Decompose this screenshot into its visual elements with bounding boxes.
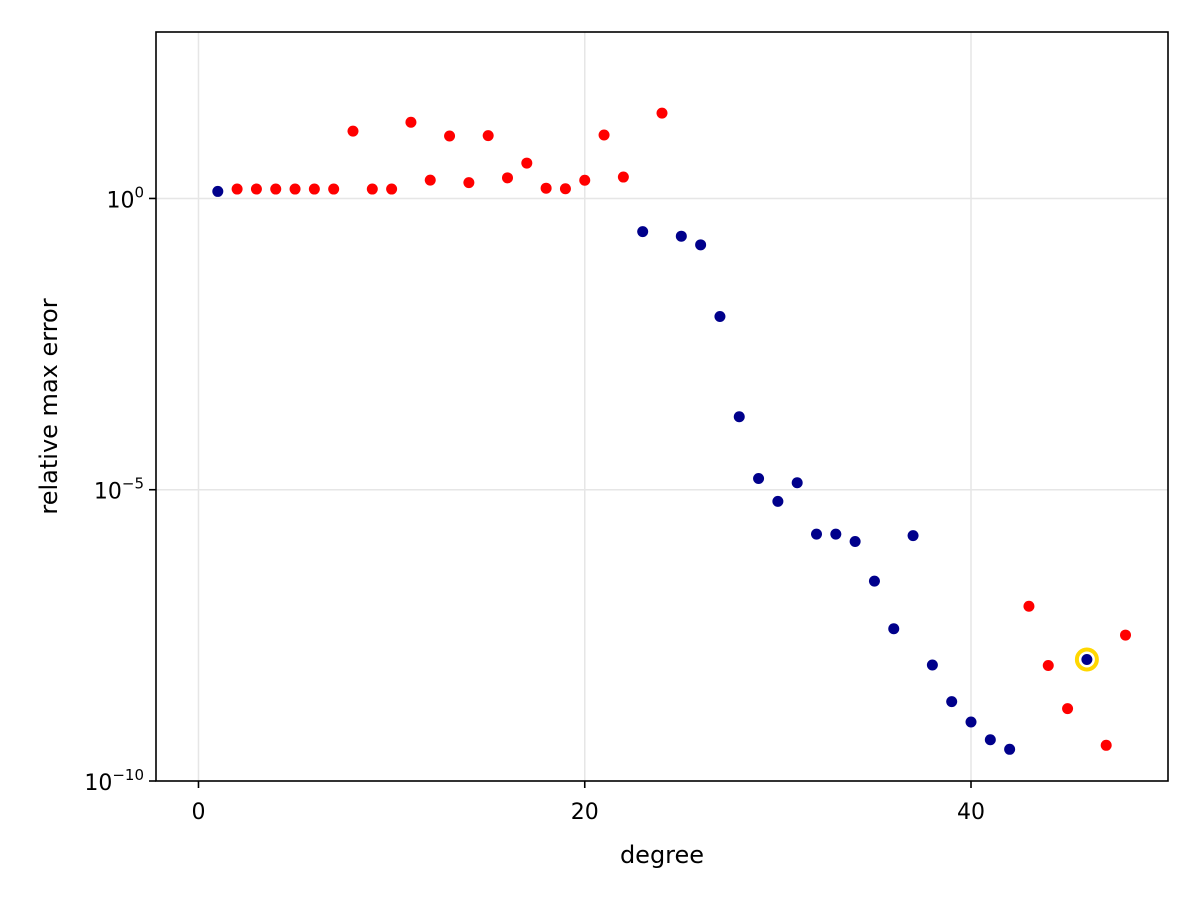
data-point bbox=[386, 183, 398, 195]
data-point bbox=[231, 183, 243, 195]
data-point bbox=[1081, 653, 1093, 665]
data-point bbox=[617, 171, 629, 183]
data-point bbox=[1042, 660, 1054, 672]
data-point bbox=[926, 659, 938, 671]
data-point bbox=[347, 125, 359, 137]
data-point bbox=[714, 311, 726, 323]
data-point bbox=[579, 174, 591, 186]
data-point bbox=[270, 183, 282, 195]
y-tick-label: 100 bbox=[106, 183, 144, 213]
data-point bbox=[444, 130, 456, 142]
x-tick-label: 0 bbox=[191, 800, 205, 825]
data-point bbox=[308, 183, 320, 195]
data-point bbox=[946, 696, 958, 708]
y-tick-label: 10−10 bbox=[84, 766, 144, 796]
data-point bbox=[907, 530, 919, 542]
data-point bbox=[540, 182, 552, 194]
data-point bbox=[1023, 600, 1035, 612]
data-point bbox=[463, 177, 475, 189]
data-point bbox=[733, 411, 745, 423]
data-points bbox=[212, 107, 1132, 755]
data-point bbox=[289, 183, 301, 195]
data-point bbox=[772, 495, 784, 507]
y-axis-label: relative max error bbox=[35, 298, 63, 514]
data-point bbox=[405, 116, 417, 128]
data-point bbox=[984, 734, 996, 746]
grid-lines bbox=[156, 32, 1168, 781]
axis-ticks: 0 20 40 100 10−5 10−10 bbox=[84, 183, 985, 825]
plot-frame bbox=[155, 31, 1169, 782]
data-point bbox=[830, 528, 842, 540]
data-point bbox=[424, 174, 436, 186]
x-tick-label: 20 bbox=[571, 800, 599, 825]
data-point bbox=[1120, 629, 1132, 641]
data-point bbox=[482, 130, 494, 142]
data-point bbox=[791, 477, 803, 489]
data-point bbox=[1100, 739, 1112, 751]
data-point bbox=[656, 107, 668, 119]
data-point bbox=[695, 239, 707, 251]
y-tick-label: 10−5 bbox=[94, 475, 144, 505]
x-tick-label: 40 bbox=[957, 800, 985, 825]
data-point bbox=[598, 129, 610, 141]
data-point bbox=[1004, 743, 1016, 755]
data-point bbox=[1062, 703, 1074, 715]
data-point bbox=[521, 157, 533, 169]
data-point bbox=[868, 575, 880, 587]
highlight-ring bbox=[1074, 647, 1099, 672]
data-point bbox=[888, 623, 900, 635]
data-point bbox=[559, 183, 571, 195]
data-point bbox=[212, 185, 224, 197]
data-point bbox=[811, 528, 823, 540]
data-point bbox=[328, 183, 340, 195]
data-point bbox=[965, 716, 977, 728]
data-point bbox=[753, 472, 765, 484]
data-point bbox=[250, 183, 262, 195]
data-point bbox=[637, 226, 649, 238]
data-point bbox=[366, 183, 378, 195]
data-point bbox=[675, 230, 687, 242]
data-point bbox=[849, 536, 861, 548]
x-axis-label: degree bbox=[620, 841, 704, 869]
data-point bbox=[501, 172, 513, 184]
